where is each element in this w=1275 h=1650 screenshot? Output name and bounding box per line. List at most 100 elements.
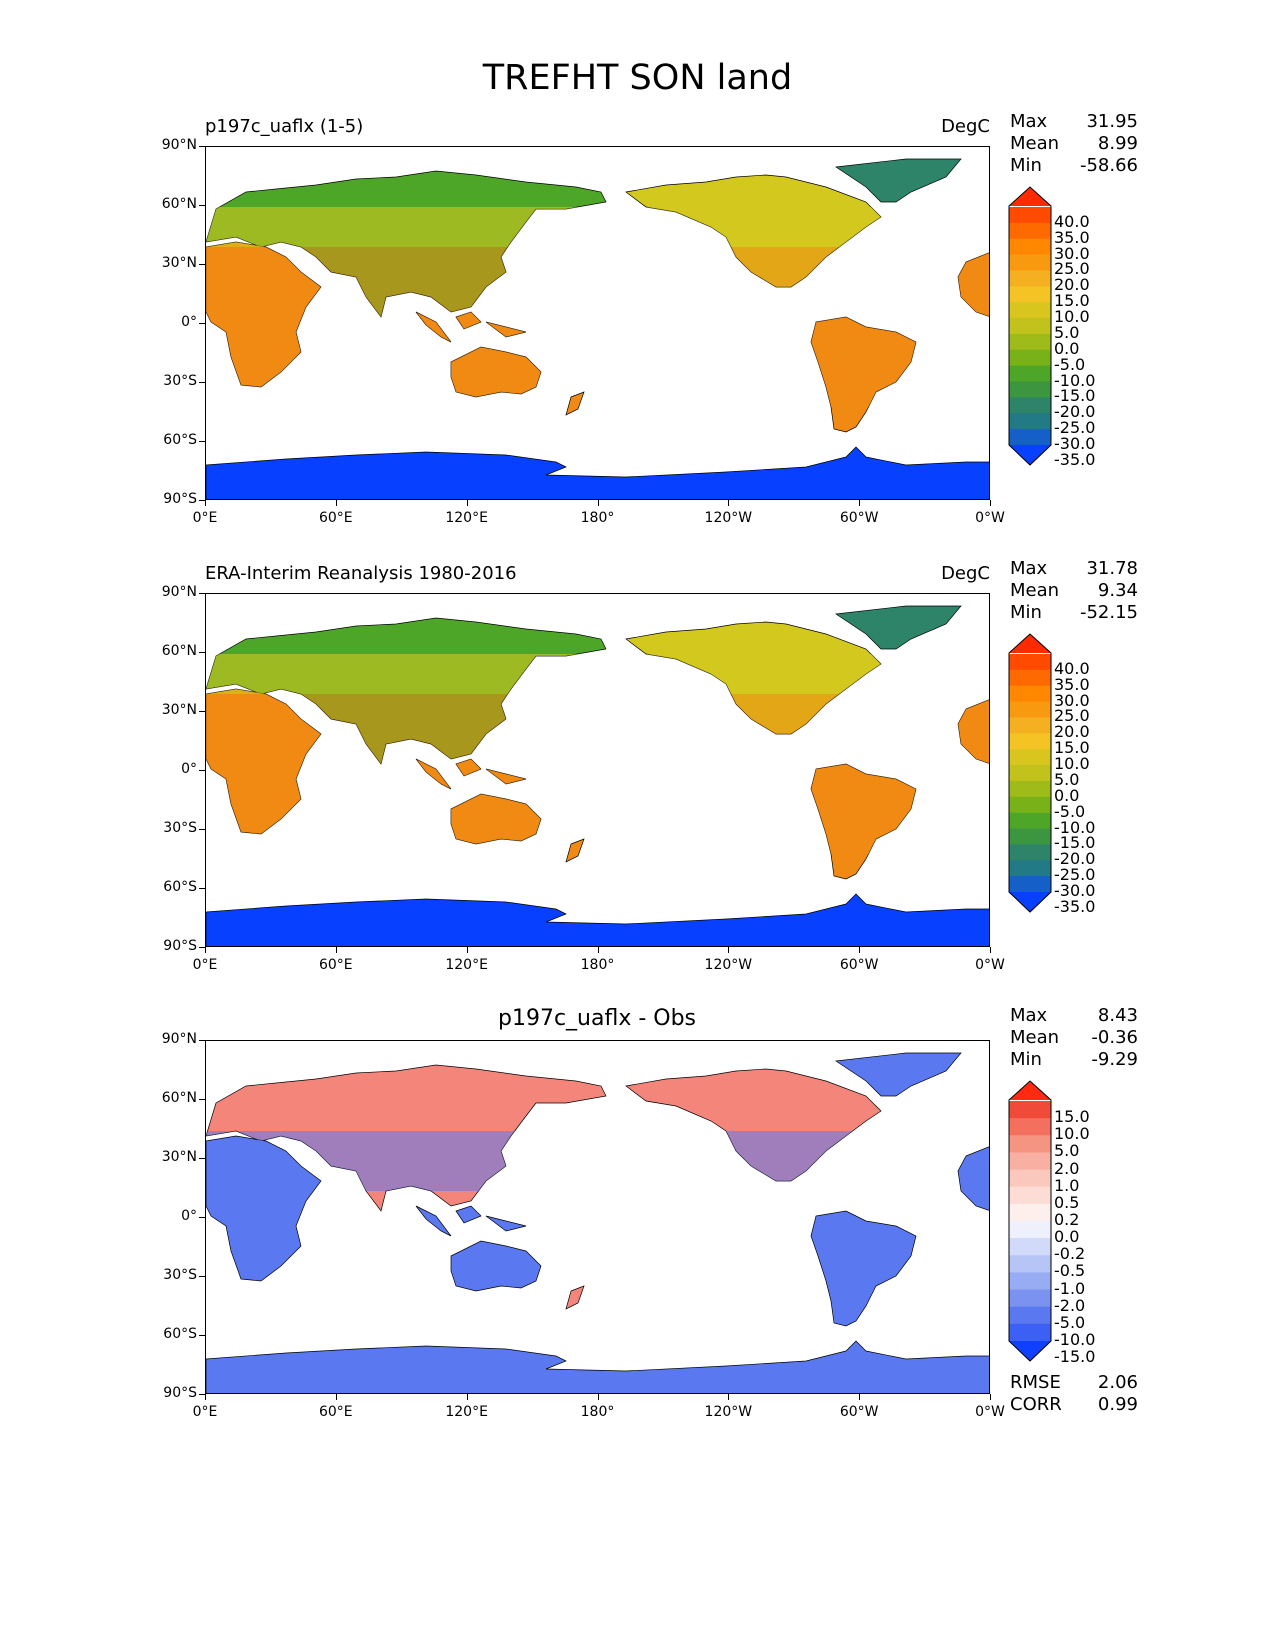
y-tick-label: 90°N — [161, 584, 197, 600]
y-tick-mark — [199, 1158, 205, 1159]
landmass-antarctica — [206, 446, 989, 499]
colorbar-tick-label: 10.0 — [1054, 754, 1090, 774]
colorbar-segment — [1009, 445, 1051, 465]
x-tick-mark — [859, 500, 861, 506]
panel-title: p197c_uaflx (1-5) — [205, 116, 364, 137]
stat-label: Max — [1010, 558, 1048, 579]
x-tick-label: 120°E — [445, 1404, 488, 1420]
stat-value: -0.36 — [1091, 1027, 1138, 1048]
colorbar-segment — [1009, 701, 1051, 718]
colorbar-segment — [1009, 365, 1051, 383]
y-tick-label: 60°N — [161, 643, 197, 659]
x-tick-label: 120°E — [445, 510, 488, 526]
colorbar-tick-label: -15.0 — [1054, 386, 1096, 406]
y-tick-label: 30°S — [163, 373, 197, 389]
x-tick-mark — [466, 1394, 468, 1400]
y-tick-mark — [199, 1335, 205, 1336]
x-tick-mark — [990, 500, 991, 506]
colorbar-segment — [1009, 381, 1051, 398]
colorbar-segment — [1009, 860, 1051, 877]
landmass-sea-asia — [415, 1205, 527, 1237]
colorbar-tick-label: 0.5 — [1054, 1192, 1080, 1212]
x-tick-label: 0°W — [975, 957, 1005, 973]
colorbar-segment — [1009, 634, 1051, 653]
stat-row: Min -58.66 — [1010, 155, 1138, 177]
units-label: DegC — [941, 563, 990, 584]
temperature-band — [206, 247, 989, 407]
panel-title: ERA-Interim Reanalysis 1980-2016 — [205, 563, 517, 584]
temperature-band — [206, 654, 989, 694]
colorbar-tick-label: 0.0 — [1054, 785, 1080, 805]
units-label: DegC — [941, 116, 990, 137]
colorbar-tick-label: -5.0 — [1054, 1312, 1086, 1332]
stat-row: Mean 8.99 — [1010, 133, 1138, 155]
panel-title: p197c_uaflx - Obs — [497, 1006, 697, 1031]
y-tick-mark — [199, 1099, 205, 1100]
colorbar-outline — [1008, 186, 1052, 466]
landmass-greenland — [835, 1052, 962, 1097]
x-tick-mark — [335, 947, 337, 953]
x-tick-mark — [728, 1394, 730, 1400]
y-tick-mark — [199, 500, 205, 501]
colorbar-tick-label: 40.0 — [1054, 211, 1090, 231]
y-tick-label: 30°N — [161, 255, 197, 271]
stat-value: 2.06 — [1097, 1372, 1138, 1393]
colorbar-tick-label: 1.0 — [1054, 1175, 1080, 1195]
x-tick-mark — [597, 947, 599, 953]
error-stats: RMSE 2.06 CORR 0.99 — [1010, 1372, 1138, 1416]
x-tick-label: 0°W — [975, 510, 1005, 526]
x-tick-mark — [728, 500, 730, 506]
stat-row: RMSE 2.06 — [1010, 1372, 1138, 1394]
landmass-africa — [206, 1135, 322, 1282]
colorbar-tick-label: 25.0 — [1054, 706, 1090, 726]
y-tick-mark — [199, 146, 205, 147]
stat-row: CORR 0.99 — [1010, 1394, 1138, 1416]
colorbar-tick-label: -35.0 — [1054, 449, 1096, 469]
y-tick-label: 0° — [181, 314, 197, 330]
map-plot — [205, 593, 990, 947]
colorbar-tick-label: -20.0 — [1054, 849, 1096, 869]
colorbar-segment — [1009, 765, 1051, 782]
colorbar-tick-label: -25.0 — [1054, 418, 1096, 438]
colorbar-segment — [1009, 1118, 1051, 1136]
colorbar-segment — [1009, 187, 1051, 206]
colorbar-tick-label: 35.0 — [1054, 227, 1090, 247]
y-tick-label: 60°N — [161, 1090, 197, 1106]
landmass-greenland — [835, 605, 962, 650]
stat-value: 8.43 — [1097, 1005, 1138, 1026]
colorbar-segment — [1009, 1169, 1051, 1188]
colorbar-tick-label: 0.2 — [1054, 1210, 1080, 1229]
colorbar-segment — [1009, 1238, 1051, 1256]
colorbar-tick-label: 40.0 — [1054, 658, 1090, 678]
landmass-greenland — [835, 158, 962, 203]
y-tick-label: 60°S — [163, 879, 197, 895]
stat-label: Min — [1010, 155, 1042, 176]
x-tick-label: 60°W — [839, 957, 879, 973]
colorbar-segment — [1009, 1186, 1051, 1205]
x-tick-label: 180° — [580, 957, 615, 973]
colorbar-tick-label: 2.0 — [1054, 1158, 1080, 1178]
colorbar-tick-label: 10.0 — [1054, 1124, 1090, 1144]
x-tick-mark — [335, 500, 337, 506]
colorbar-segment — [1009, 1081, 1051, 1100]
x-tick-label: 120°W — [704, 510, 753, 526]
x-tick-mark — [859, 947, 861, 953]
colorbar-segment — [1009, 733, 1051, 750]
colorbar-segment — [1009, 876, 1051, 893]
colorbar-segment — [1009, 207, 1051, 224]
colorbar-segment — [1009, 685, 1051, 703]
colorbar-segment — [1009, 1289, 1051, 1308]
stat-label: Min — [1010, 1049, 1042, 1070]
stat-label: Max — [1010, 1005, 1048, 1026]
x-tick-mark — [990, 947, 991, 953]
colorbar-tick-label: -2.0 — [1054, 1295, 1086, 1315]
y-tick-label: 0° — [181, 761, 197, 777]
stat-value: -52.15 — [1079, 602, 1138, 623]
y-tick-mark — [199, 382, 205, 383]
landmass-australia — [450, 1240, 542, 1292]
y-tick-mark — [199, 652, 205, 653]
colorbar-segment — [1009, 654, 1051, 671]
y-tick-mark — [199, 1217, 205, 1218]
colorbar-tick-label: -10.0 — [1054, 370, 1096, 390]
colorbar-segment — [1009, 892, 1051, 912]
